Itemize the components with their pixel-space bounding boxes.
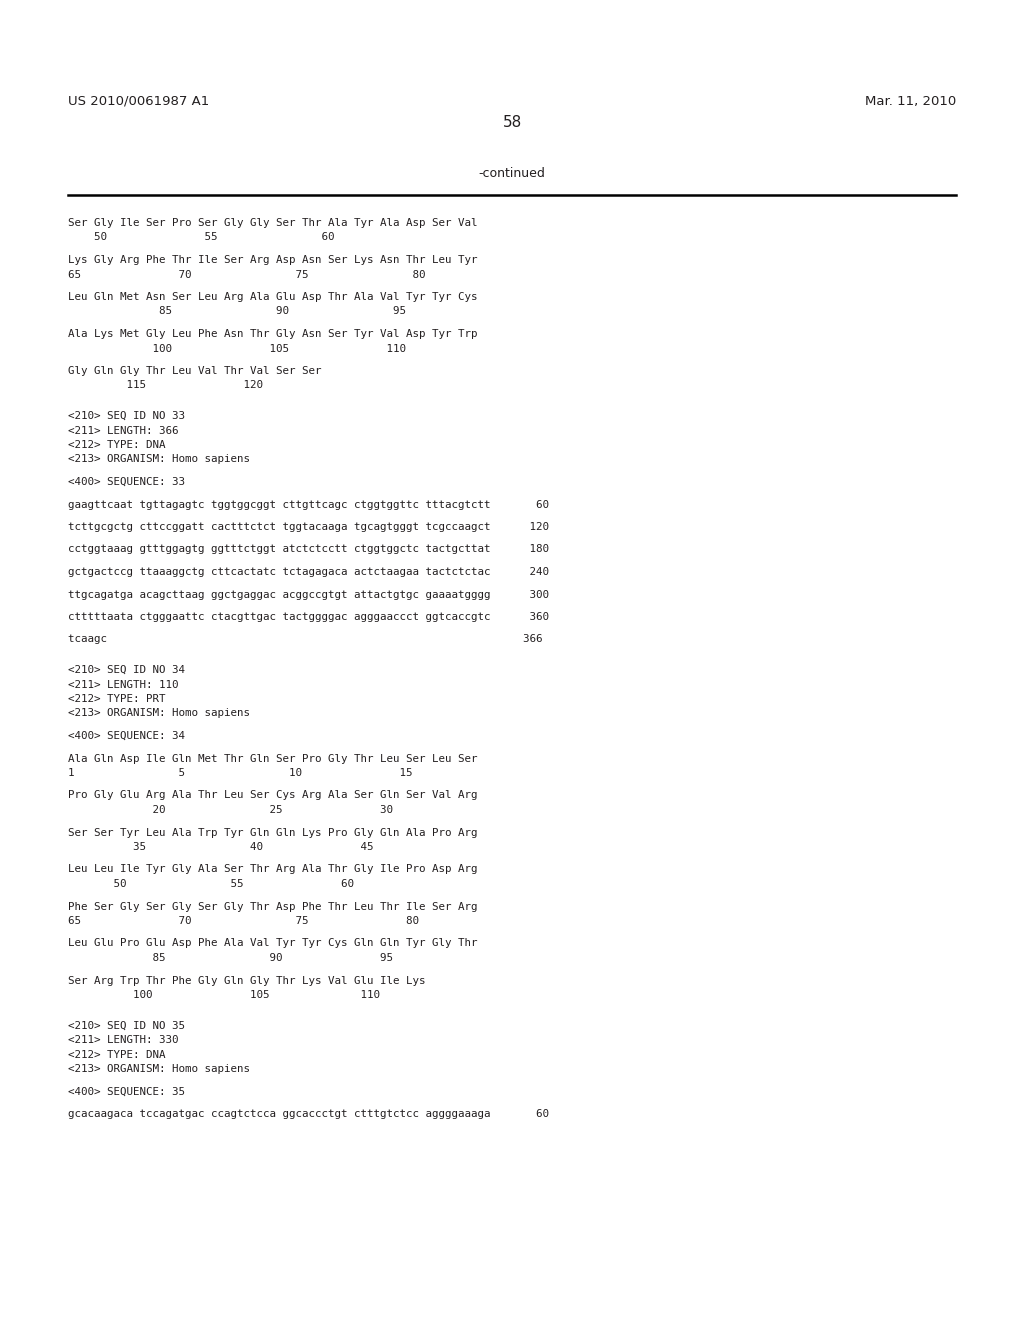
Text: <213> ORGANISM: Homo sapiens: <213> ORGANISM: Homo sapiens	[68, 1064, 250, 1074]
Text: <213> ORGANISM: Homo sapiens: <213> ORGANISM: Homo sapiens	[68, 709, 250, 718]
Text: 58: 58	[503, 115, 521, 129]
Text: 65               70                75               80: 65 70 75 80	[68, 916, 419, 927]
Text: ttgcagatga acagcttaag ggctgaggac acggccgtgt attactgtgc gaaaatgggg      300: ttgcagatga acagcttaag ggctgaggac acggccg…	[68, 590, 549, 599]
Text: <400> SEQUENCE: 34: <400> SEQUENCE: 34	[68, 731, 185, 741]
Text: <212> TYPE: DNA: <212> TYPE: DNA	[68, 1049, 166, 1060]
Text: Gly Gln Gly Thr Leu Val Thr Val Ser Ser: Gly Gln Gly Thr Leu Val Thr Val Ser Ser	[68, 366, 322, 376]
Text: 50               55                60: 50 55 60	[68, 232, 335, 243]
Text: ctttttaata ctgggaattc ctacgttgac tactggggac agggaaccct ggtcaccgtc      360: ctttttaata ctgggaattc ctacgttgac tactggg…	[68, 612, 549, 622]
Text: <213> ORGANISM: Homo sapiens: <213> ORGANISM: Homo sapiens	[68, 454, 250, 465]
Text: gaagttcaat tgttagagtc tggtggcggt cttgttcagc ctggtggttc tttacgtctt       60: gaagttcaat tgttagagtc tggtggcggt cttgttc…	[68, 499, 549, 510]
Text: <212> TYPE: DNA: <212> TYPE: DNA	[68, 440, 166, 450]
Text: Lys Gly Arg Phe Thr Ile Ser Arg Asp Asn Ser Lys Asn Thr Leu Tyr: Lys Gly Arg Phe Thr Ile Ser Arg Asp Asn …	[68, 255, 477, 265]
Text: Ser Arg Trp Thr Phe Gly Gln Gly Thr Lys Val Glu Ile Lys: Ser Arg Trp Thr Phe Gly Gln Gly Thr Lys …	[68, 975, 426, 986]
Text: Ser Ser Tyr Leu Ala Trp Tyr Gln Gln Lys Pro Gly Gln Ala Pro Arg: Ser Ser Tyr Leu Ala Trp Tyr Gln Gln Lys …	[68, 828, 477, 837]
Text: 1                5                10               15: 1 5 10 15	[68, 768, 413, 777]
Text: 115               120: 115 120	[68, 380, 263, 391]
Text: cctggtaaag gtttggagtg ggtttctggt atctctcctt ctggtggctc tactgcttat      180: cctggtaaag gtttggagtg ggtttctggt atctctc…	[68, 544, 549, 554]
Text: Pro Gly Glu Arg Ala Thr Leu Ser Cys Arg Ala Ser Gln Ser Val Arg: Pro Gly Glu Arg Ala Thr Leu Ser Cys Arg …	[68, 791, 477, 800]
Text: Leu Leu Ile Tyr Gly Ala Ser Thr Arg Ala Thr Gly Ile Pro Asp Arg: Leu Leu Ile Tyr Gly Ala Ser Thr Arg Ala …	[68, 865, 477, 874]
Text: -continued: -continued	[478, 168, 546, 180]
Text: Ser Gly Ile Ser Pro Ser Gly Gly Ser Thr Ala Tyr Ala Asp Ser Val: Ser Gly Ile Ser Pro Ser Gly Gly Ser Thr …	[68, 218, 477, 228]
Text: 85                90                95: 85 90 95	[68, 306, 406, 317]
Text: tcaagc                                                                366: tcaagc 366	[68, 635, 543, 644]
Text: gcacaagaca tccagatgac ccagtctcca ggcaccctgt ctttgtctcc aggggaaaga       60: gcacaagaca tccagatgac ccagtctcca ggcaccc…	[68, 1109, 549, 1119]
Text: 85                90               95: 85 90 95	[68, 953, 393, 964]
Text: <211> LENGTH: 366: <211> LENGTH: 366	[68, 425, 178, 436]
Text: gctgactccg ttaaaggctg cttcactatc tctagagaca actctaagaa tactctctac      240: gctgactccg ttaaaggctg cttcactatc tctagag…	[68, 568, 549, 577]
Text: <210> SEQ ID NO 33: <210> SEQ ID NO 33	[68, 411, 185, 421]
Text: <210> SEQ ID NO 34: <210> SEQ ID NO 34	[68, 665, 185, 675]
Text: 50                55               60: 50 55 60	[68, 879, 354, 888]
Text: Leu Gln Met Asn Ser Leu Arg Ala Glu Asp Thr Ala Val Tyr Tyr Cys: Leu Gln Met Asn Ser Leu Arg Ala Glu Asp …	[68, 292, 477, 302]
Text: 35                40               45: 35 40 45	[68, 842, 374, 851]
Text: 20                25               30: 20 25 30	[68, 805, 393, 814]
Text: Leu Glu Pro Glu Asp Phe Ala Val Tyr Tyr Cys Gln Gln Tyr Gly Thr: Leu Glu Pro Glu Asp Phe Ala Val Tyr Tyr …	[68, 939, 477, 949]
Text: 100               105              110: 100 105 110	[68, 990, 380, 1001]
Text: <400> SEQUENCE: 33: <400> SEQUENCE: 33	[68, 477, 185, 487]
Text: 100               105               110: 100 105 110	[68, 343, 406, 354]
Text: tcttgcgctg cttccggatt cactttctct tggtacaaga tgcagtgggt tcgccaagct      120: tcttgcgctg cttccggatt cactttctct tggtaca…	[68, 521, 549, 532]
Text: US 2010/0061987 A1: US 2010/0061987 A1	[68, 95, 209, 108]
Text: Ala Gln Asp Ile Gln Met Thr Gln Ser Pro Gly Thr Leu Ser Leu Ser: Ala Gln Asp Ile Gln Met Thr Gln Ser Pro …	[68, 754, 477, 763]
Text: Ala Lys Met Gly Leu Phe Asn Thr Gly Asn Ser Tyr Val Asp Tyr Trp: Ala Lys Met Gly Leu Phe Asn Thr Gly Asn …	[68, 329, 477, 339]
Text: <211> LENGTH: 330: <211> LENGTH: 330	[68, 1035, 178, 1045]
Text: Phe Ser Gly Ser Gly Ser Gly Thr Asp Phe Thr Leu Thr Ile Ser Arg: Phe Ser Gly Ser Gly Ser Gly Thr Asp Phe …	[68, 902, 477, 912]
Text: 65               70                75                80: 65 70 75 80	[68, 269, 426, 280]
Text: <400> SEQUENCE: 35: <400> SEQUENCE: 35	[68, 1086, 185, 1097]
Text: <211> LENGTH: 110: <211> LENGTH: 110	[68, 680, 178, 689]
Text: <212> TYPE: PRT: <212> TYPE: PRT	[68, 694, 166, 704]
Text: Mar. 11, 2010: Mar. 11, 2010	[864, 95, 956, 108]
Text: <210> SEQ ID NO 35: <210> SEQ ID NO 35	[68, 1020, 185, 1031]
